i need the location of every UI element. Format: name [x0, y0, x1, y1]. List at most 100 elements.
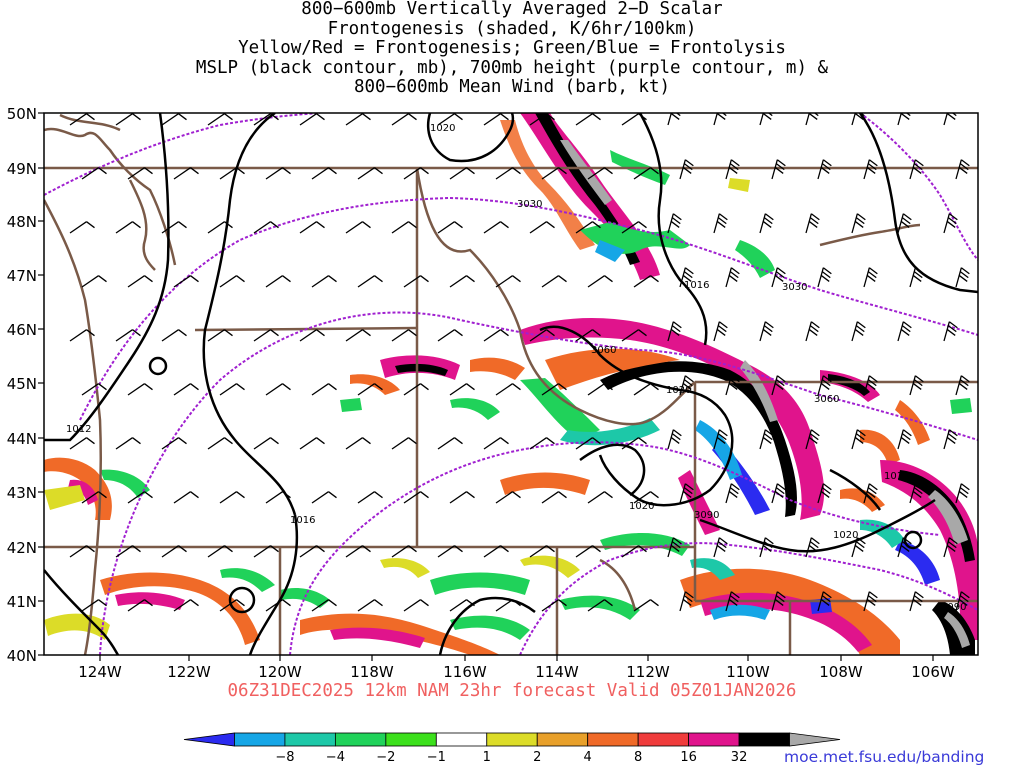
wind-barb-flag [682, 274, 692, 282]
wind-barb-flag [236, 491, 245, 499]
wind-barb-staff [311, 383, 329, 396]
wind-barb-staff [943, 213, 950, 234]
wind-barb-staff [219, 491, 237, 504]
wind-barb-flag [868, 267, 878, 275]
wind-barb-staff [541, 599, 559, 612]
height-labels: 3030 3030 3060 3060 3090 3090 [517, 199, 966, 613]
wind-barb-flag [912, 274, 922, 282]
wind-barb-flag [374, 599, 383, 607]
missouri-river [819, 223, 921, 247]
wind-barb-staff [529, 221, 547, 234]
wind-barb-flag [316, 113, 325, 121]
wind-barb-staff [771, 591, 778, 612]
wind-barb-flag [958, 274, 968, 282]
wind-barb-staff [161, 545, 179, 558]
wind-barb-staff [955, 483, 962, 504]
wind-barb-flag [270, 329, 279, 337]
wind-barb-staff [391, 437, 409, 450]
wind-barb-flag [558, 599, 567, 607]
wind-barb-flag [960, 483, 970, 491]
wind-barb-staff [955, 267, 962, 288]
wind-barb-staff [81, 383, 99, 396]
colorbar-label: −4 [326, 750, 345, 765]
wind-barb-flag [178, 437, 187, 445]
wind-barb-flag [810, 537, 820, 545]
wind-barb-flag [270, 113, 279, 121]
title-line: MSLP (black contour, mb), 700mb height (… [195, 57, 829, 78]
wind-barb-flag [854, 544, 864, 552]
wind-barb-staff [81, 275, 99, 288]
title-line: 800−600mb Vertically Averaged 2−D Scalar [301, 0, 723, 19]
wind-barb-staff [345, 545, 363, 558]
colorbar-segment [536, 732, 589, 747]
wind-barb-flag [374, 383, 383, 391]
wind-barb-flag [855, 217, 865, 225]
wind-barb-flag [821, 271, 831, 279]
wind-barb-flag [672, 429, 682, 437]
wind-barb-flag [717, 325, 727, 333]
wind-barb-staff [805, 537, 812, 558]
wind-barb-flag [86, 221, 95, 229]
wind-barb-flag [683, 271, 693, 279]
wind-barb-flag [764, 321, 774, 329]
wind-barb-flag [718, 321, 728, 329]
height-label: 3030 [782, 282, 807, 293]
lat-label: 49N [7, 160, 37, 178]
wind-barb-staff [575, 221, 593, 234]
wind-barb-flag [454, 329, 463, 337]
lon-label: 108W [819, 663, 863, 681]
wind-barb-flag [856, 537, 866, 545]
wind-barb-flag [901, 325, 911, 333]
wind-barb-flag [902, 429, 912, 437]
wind-barb-staff [621, 329, 639, 342]
wind-barb-staff [851, 429, 858, 450]
wind-barb-staff [817, 375, 824, 396]
wind-barb-flag [868, 159, 878, 167]
wind-barb-flag [902, 537, 912, 545]
wind-barb-flag [774, 274, 784, 282]
colorbar-segment [688, 732, 740, 747]
wind-barb-flag [764, 213, 774, 221]
mslp-labels: 1020 1016 1020 1012 1016 1020 1016 1020 [66, 123, 909, 541]
longitude-labels: 124W 122W 120W 118W 116W 114W 112W 110W … [78, 663, 955, 681]
colorbar-segment [334, 732, 387, 747]
wind-barb-staff [713, 429, 720, 450]
wind-barb-flag [86, 329, 95, 337]
wind-barb-flag [776, 483, 786, 491]
wind-barb-staff [587, 599, 605, 612]
wind-barb-staff [495, 599, 513, 612]
wind-barb-flag [672, 321, 682, 329]
wind-barb-staff [771, 375, 778, 396]
wind-barb-flag [328, 491, 337, 499]
wind-barb-staff [587, 275, 605, 288]
wind-barb-flag [408, 437, 417, 445]
wind-barb-staff [127, 275, 145, 288]
wind-barb-staff [483, 113, 501, 126]
wind-barb-flag [774, 382, 784, 390]
wind-barb-flag [190, 491, 199, 499]
wind-barb-staff [69, 329, 87, 342]
wind-barb-flag [822, 591, 832, 599]
wind-barb-flag [512, 167, 521, 175]
wind-barb-flag [670, 113, 680, 120]
wind-barb-staff [759, 321, 766, 342]
wind-barb-flag [558, 383, 567, 391]
wind-barb-staff [449, 275, 467, 288]
wind-barb-flag [316, 221, 325, 229]
wind-barb-staff [805, 213, 812, 234]
wind-barb-flag [901, 541, 911, 549]
wind-barb-staff [265, 167, 283, 180]
wind-barb-flag [650, 491, 659, 499]
wind-barb-staff [265, 275, 283, 288]
wind-barb-flag [958, 382, 968, 390]
wind-barb-staff [437, 221, 455, 234]
wind-barb-flag [683, 163, 693, 171]
wind-barb-staff [127, 383, 145, 396]
wind-barb-flag [913, 271, 923, 279]
wind-barb-flag [638, 329, 647, 337]
wind-barb-flag [684, 483, 694, 491]
wind-barb-staff [173, 491, 191, 504]
lon-label: 116W [443, 663, 487, 681]
wind-barb-staff [897, 429, 904, 450]
wind-barb-staff [391, 545, 409, 558]
